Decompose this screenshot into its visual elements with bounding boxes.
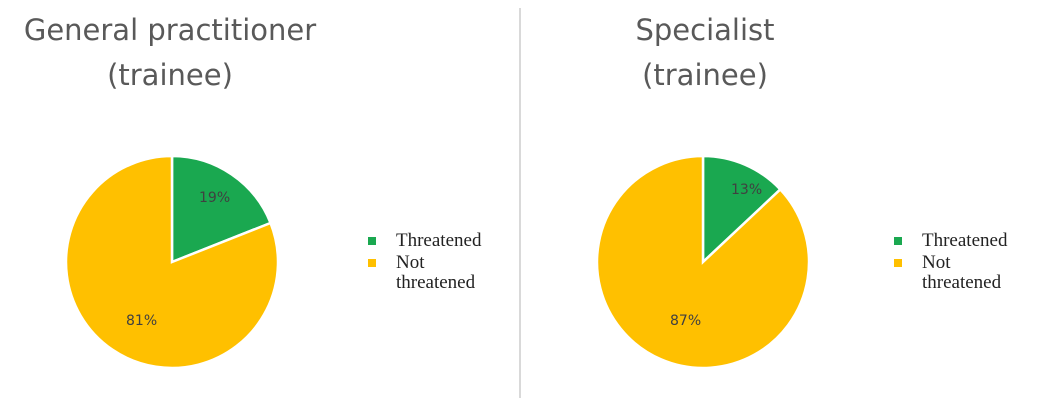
data-label-threatened: 13% bbox=[731, 182, 762, 198]
panel-divider bbox=[519, 8, 521, 398]
legend-swatch bbox=[368, 237, 376, 245]
legend-label: Not threatened bbox=[922, 252, 1002, 293]
legend-swatch bbox=[894, 259, 902, 267]
legend-swatch bbox=[894, 237, 902, 245]
legend-swatch bbox=[368, 259, 376, 267]
chart-legend: Threatened Not threatened bbox=[894, 231, 1032, 295]
pie-slice-threatened bbox=[701, 154, 783, 265]
data-label-not-threatened: 81% bbox=[126, 313, 157, 329]
chart-panel-general-practitioner: General practitioner (trainee) 19% 81% Th… bbox=[0, 8, 506, 370]
legend-label: Threatened bbox=[922, 230, 1008, 251]
chart-title-line-1: Specialist bbox=[635, 13, 775, 47]
data-label-not-threatened: 87% bbox=[670, 313, 701, 329]
legend-item-not-threatened: Not threatened bbox=[368, 253, 506, 293]
chart-panel-specialist: Specialist (trainee) 13% 87% Threatened N… bbox=[527, 0, 1038, 401]
pie-chart: 19% 81% bbox=[64, 154, 280, 370]
chart-legend: Threatened Not threatened bbox=[368, 231, 506, 295]
chart-title-line-2: (trainee) bbox=[107, 58, 233, 92]
pie-slice-not-threatened bbox=[595, 154, 811, 370]
legend-label: Not threatened bbox=[396, 252, 476, 293]
legend-label: Threatened bbox=[396, 230, 482, 251]
chart-title: Specialist (trainee) bbox=[527, 8, 883, 98]
chart-title-line-1: General practitioner bbox=[23, 13, 317, 47]
pie-slice-threatened bbox=[170, 154, 273, 264]
legend-item-threatened: Threatened bbox=[368, 231, 506, 251]
pie-chart: 13% 87% bbox=[595, 154, 811, 370]
chart-title: General practitioner (trainee) bbox=[0, 8, 340, 98]
chart-title-line-2: (trainee) bbox=[642, 58, 768, 92]
legend-item-not-threatened: Not threatened bbox=[894, 253, 1032, 293]
legend-item-threatened: Threatened bbox=[894, 231, 1032, 251]
pie-slice-not-threatened bbox=[64, 154, 280, 370]
data-label-threatened: 19% bbox=[199, 190, 230, 206]
